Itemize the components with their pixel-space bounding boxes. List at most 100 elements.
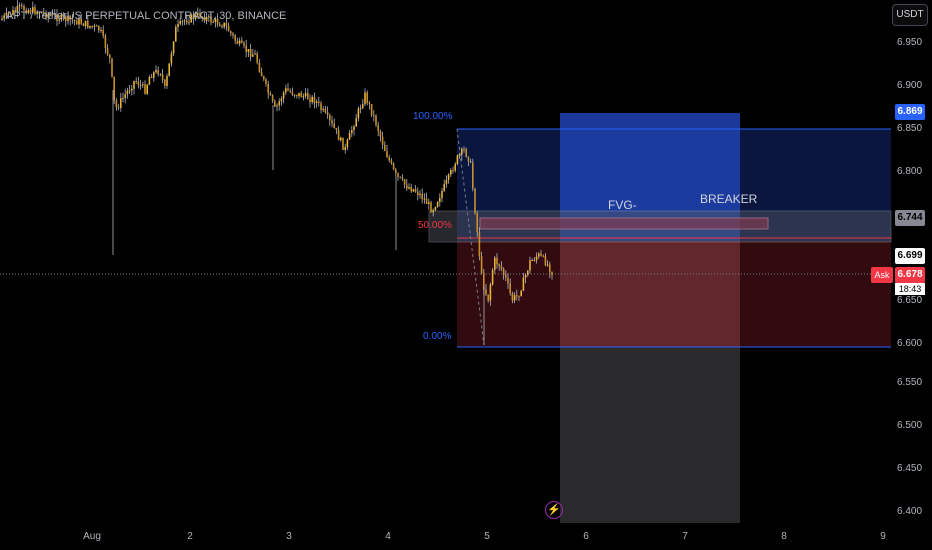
- candle-body: [538, 253, 540, 257]
- candle-body: [318, 101, 320, 103]
- candle-body: [315, 101, 318, 103]
- candle-body: [379, 131, 382, 137]
- candle-body: [98, 25, 100, 31]
- candle-body: [474, 188, 476, 214]
- candle-body: [76, 20, 78, 25]
- candle-body: [10, 14, 12, 16]
- candle-body: [287, 88, 289, 91]
- candle-body: [16, 6, 19, 12]
- candle-body: [428, 202, 430, 204]
- time-tick: 3: [286, 531, 292, 542]
- candle-body: [500, 265, 503, 269]
- candle-body: [518, 295, 520, 297]
- candle-body: [331, 120, 333, 124]
- fib-label-bottom: 0.00%: [423, 331, 452, 342]
- breaker-box[interactable]: [479, 217, 769, 230]
- candle-body: [194, 14, 197, 19]
- candle-body: [258, 62, 261, 72]
- candle-body: [496, 257, 498, 265]
- candle-body: [227, 25, 230, 32]
- candle-body: [359, 108, 362, 110]
- candle-body: [454, 164, 456, 171]
- candle-body: [408, 187, 410, 189]
- time-tick: 8: [781, 531, 787, 542]
- candle-body: [210, 16, 212, 23]
- fib-label-mid: 50.00%: [418, 220, 452, 231]
- candle-body: [430, 202, 432, 213]
- candle-body: [197, 13, 199, 15]
- candle-body: [417, 191, 419, 196]
- candle-body: [150, 77, 153, 78]
- candle-body: [166, 76, 168, 86]
- candle-body: [353, 126, 355, 131]
- candle-body: [472, 162, 474, 189]
- candle-body: [120, 98, 122, 108]
- candle-body: [489, 284, 492, 301]
- price-tick: 6.950: [897, 37, 923, 48]
- candle-body: [93, 25, 96, 27]
- candle-body: [208, 16, 210, 18]
- candle-body: [535, 256, 538, 261]
- time-tick: 7: [682, 531, 688, 542]
- candle-body: [51, 13, 54, 15]
- candle-body: [164, 79, 166, 86]
- candle-body: [124, 94, 126, 98]
- candle-body: [419, 193, 421, 196]
- candle-body: [309, 99, 311, 103]
- candle-body: [529, 260, 531, 271]
- candle-body: [390, 160, 393, 164]
- candle-body: [3, 15, 5, 19]
- candle-body: [34, 7, 36, 15]
- candle-body: [183, 20, 186, 22]
- candle-body: [142, 84, 144, 86]
- candle-body: [91, 26, 93, 27]
- candle-body: [126, 90, 129, 95]
- stop-zone: [560, 241, 740, 347]
- candle-body: [234, 35, 236, 41]
- candle-body: [181, 21, 184, 22]
- candle-body: [155, 69, 157, 73]
- currency-button[interactable]: USDT: [892, 4, 928, 26]
- candle-body: [1, 18, 3, 20]
- candle-body: [280, 98, 283, 102]
- candle-body: [364, 92, 366, 105]
- breaker-annotation: BREAKER: [700, 192, 758, 206]
- candle-body: [445, 180, 448, 184]
- price-tick: 6.550: [897, 377, 923, 388]
- candle-body: [551, 272, 553, 276]
- candle-body: [45, 12, 47, 18]
- candle-body: [179, 21, 181, 24]
- candle-body: [540, 253, 542, 256]
- candle-body: [111, 58, 113, 77]
- candle-body: [461, 148, 463, 155]
- candle-body: [333, 123, 335, 128]
- candle-body: [432, 210, 434, 213]
- candle-body: [219, 24, 221, 27]
- candle-body: [443, 183, 445, 191]
- candle-body: [368, 102, 371, 104]
- candle-body: [487, 294, 489, 301]
- candle-body: [274, 101, 276, 107]
- candle-body: [243, 42, 245, 46]
- candle-body: [302, 96, 305, 98]
- candle-body: [355, 118, 357, 127]
- candle-body: [60, 14, 63, 20]
- candle-body: [298, 92, 300, 96]
- candle-body: [188, 22, 190, 24]
- candle-body: [410, 187, 412, 192]
- candle-body: [260, 71, 263, 77]
- candle-body: [289, 90, 291, 92]
- time-tick: 4: [385, 531, 391, 542]
- candle-body: [175, 27, 177, 42]
- lightning-icon[interactable]: ⚡: [545, 501, 563, 519]
- candle-body: [47, 14, 49, 18]
- candle-body: [65, 16, 67, 21]
- candle-body: [348, 132, 351, 140]
- candle-body: [406, 184, 408, 189]
- candle-body: [153, 72, 155, 78]
- candle-body: [12, 10, 14, 15]
- candle-body: [29, 10, 32, 13]
- candle-body: [375, 115, 377, 126]
- time-tick: Aug: [83, 531, 101, 542]
